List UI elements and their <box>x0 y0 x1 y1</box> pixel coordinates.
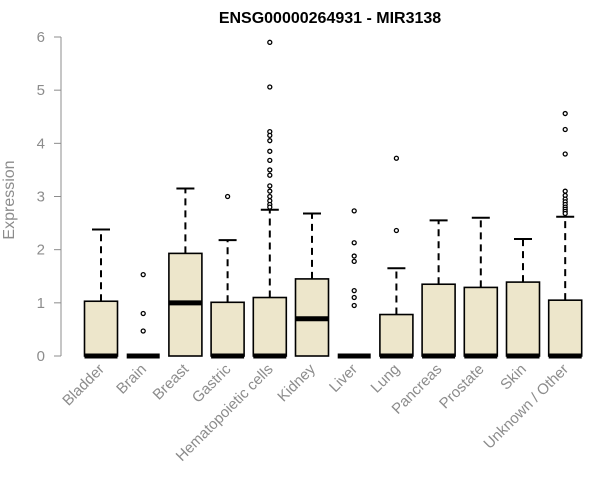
iqr-box <box>421 283 456 357</box>
outlier-point <box>562 210 568 217</box>
x-tick-label: Lung <box>368 361 404 397</box>
x-tick-label: Prostate <box>436 361 488 413</box>
box-brain <box>126 272 160 359</box>
outlier-point <box>267 183 273 189</box>
box-series <box>83 39 583 359</box>
outlier-point <box>224 193 231 200</box>
outlier-point <box>267 193 273 200</box>
outlier-point <box>562 126 568 133</box>
x-tick-label: Breast <box>150 360 193 403</box>
outlier-point <box>351 253 357 259</box>
outlier-point <box>140 310 146 317</box>
box-kidney <box>294 212 330 357</box>
outlier-point <box>562 188 568 194</box>
box-skin <box>505 238 541 359</box>
outlier-point <box>562 110 568 117</box>
box-gastric <box>210 193 245 359</box>
box-pancreas <box>421 219 456 359</box>
y-tick-label: 0 <box>37 348 45 365</box>
outlier-point <box>351 302 357 309</box>
y-axis-label: Expression <box>1 160 18 239</box>
outlier-point <box>267 188 273 194</box>
y-tick-label: 4 <box>37 135 45 152</box>
outlier-point <box>140 328 146 334</box>
box-breast <box>168 187 203 357</box>
iqr-box <box>252 296 288 357</box>
outlier-point <box>267 167 273 173</box>
outlier-point <box>267 148 273 154</box>
iqr-box <box>505 281 541 357</box>
outlier-point <box>267 39 273 45</box>
iqr-box <box>463 286 499 357</box>
outlier-point <box>351 208 357 214</box>
box-lung <box>379 155 414 359</box>
outlier-point <box>393 227 400 234</box>
outlier-point <box>562 151 568 157</box>
x-tick-label: Brain <box>113 361 150 398</box>
outlier-point <box>140 272 146 278</box>
outlier-point <box>351 294 357 301</box>
outlier-point <box>267 172 273 178</box>
box-liver <box>337 208 371 359</box>
box-bladder <box>83 228 119 359</box>
x-tick-label: Bladder <box>59 361 108 410</box>
iqr-box <box>547 299 583 357</box>
y-axis: 0 1 2 3 4 5 6 <box>37 29 62 365</box>
outlier-point <box>351 287 357 294</box>
x-tick-label: Skin <box>497 361 530 394</box>
box-prostate <box>463 216 499 359</box>
box-hematopoietic-cells <box>252 39 288 359</box>
y-tick-label: 6 <box>37 29 45 46</box>
y-tick-label: 3 <box>37 189 45 206</box>
x-tick-label: Liver <box>326 361 361 396</box>
iqr-box <box>379 313 414 357</box>
outlier-point <box>267 204 273 210</box>
outlier-point <box>267 157 273 163</box>
x-tick-label: Kidney <box>274 360 319 405</box>
iqr-box <box>83 300 119 357</box>
y-tick-label: 5 <box>37 82 45 99</box>
y-tick-label: 1 <box>37 295 45 312</box>
box-unknown-other <box>547 110 583 359</box>
outlier-point <box>267 138 273 144</box>
chart-title: ENSG00000264931 - MIR3138 <box>219 10 441 27</box>
outlier-point <box>393 155 400 161</box>
outlier-point <box>267 84 273 90</box>
iqr-box <box>210 301 245 357</box>
outlier-point <box>267 132 273 139</box>
y-tick-label: 2 <box>37 242 45 259</box>
outlier-point <box>351 240 357 246</box>
outlier-point <box>351 258 357 265</box>
